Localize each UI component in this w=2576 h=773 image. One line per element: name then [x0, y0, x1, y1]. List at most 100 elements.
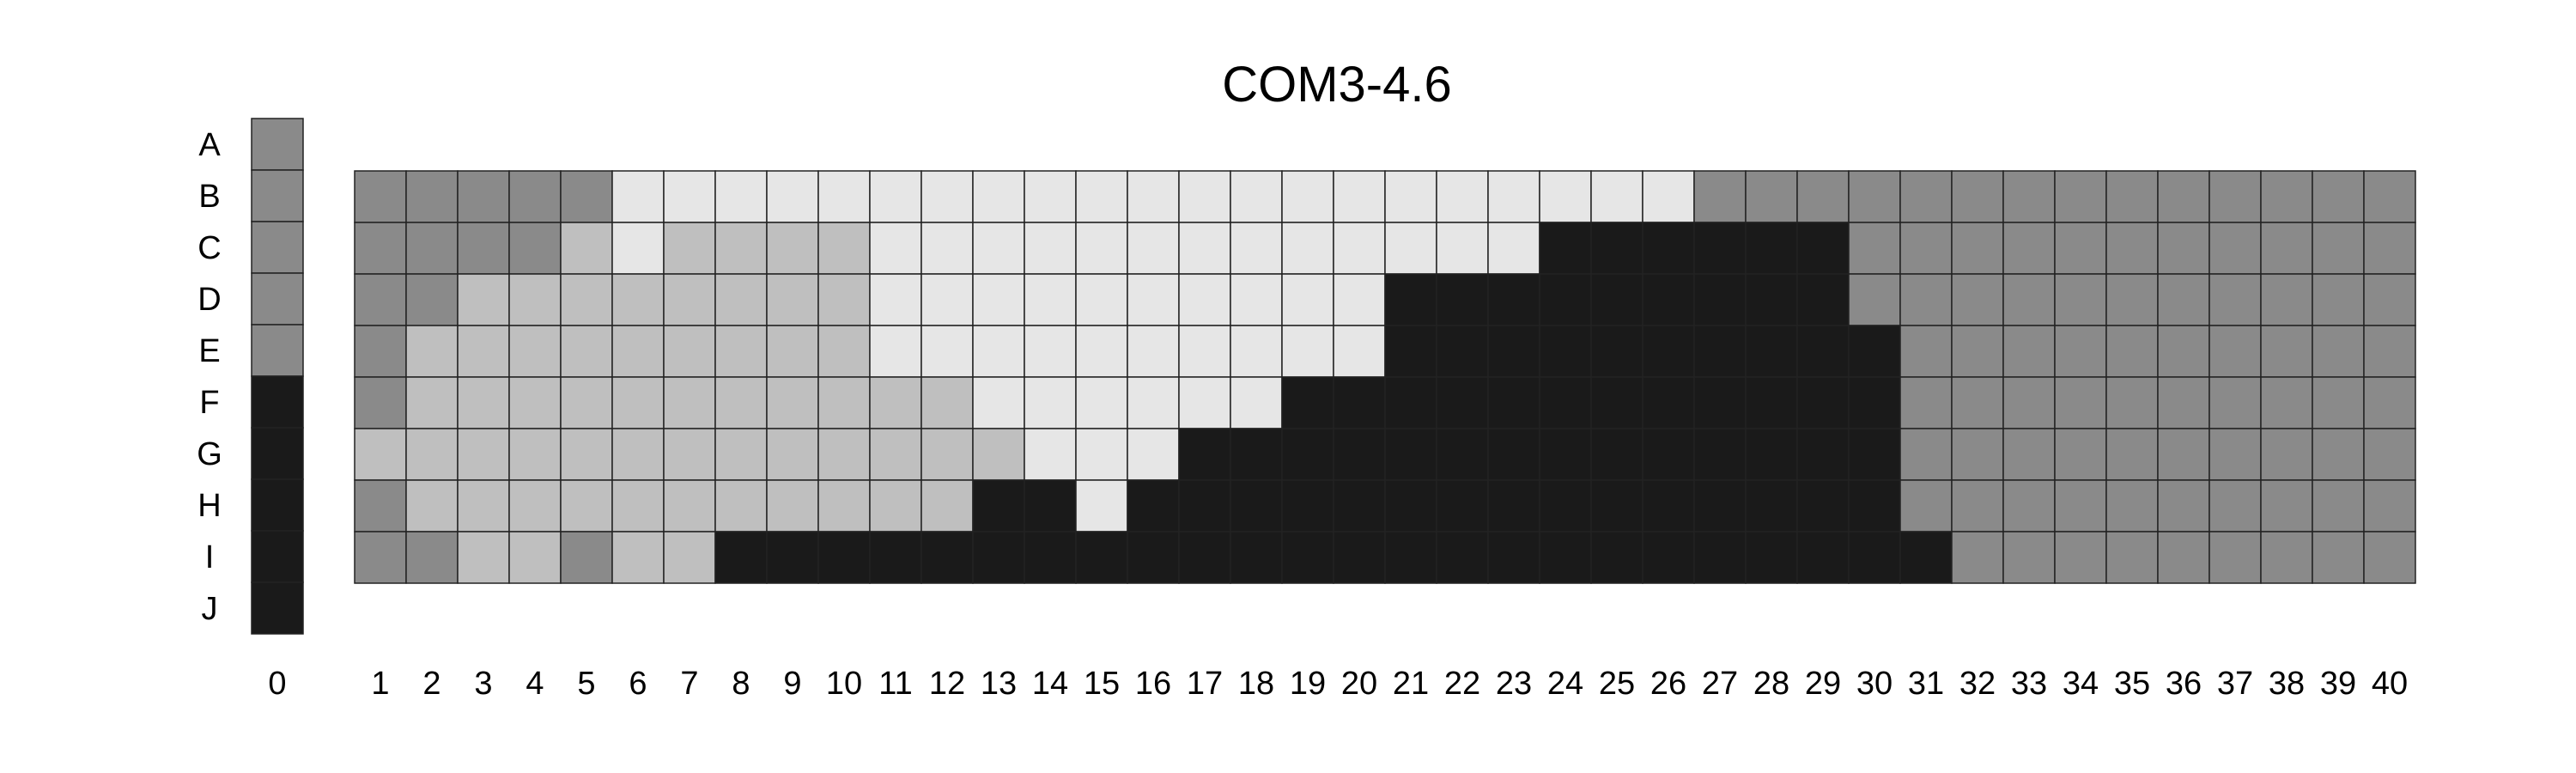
cell-d-19	[1281, 273, 1334, 326]
cell-e-4	[508, 325, 562, 378]
control-cell-h	[251, 478, 304, 532]
cell-b-35	[2105, 170, 2159, 223]
heatmap-grid	[354, 170, 2416, 584]
cell-b-1	[354, 170, 407, 223]
cell-b-14	[1024, 170, 1077, 223]
cell-h-32	[1951, 479, 2004, 533]
cell-e-36	[2157, 325, 2210, 378]
cell-e-15	[1075, 325, 1128, 378]
cell-g-31	[1899, 428, 1953, 481]
cell-d-6	[611, 273, 665, 326]
cell-g-6	[611, 428, 665, 481]
cell-h-39	[2312, 479, 2365, 533]
cell-c-14	[1024, 222, 1077, 275]
cell-d-26	[1642, 273, 1695, 326]
cell-c-28	[1745, 222, 1798, 275]
cell-d-35	[2105, 273, 2159, 326]
cell-f-20	[1333, 376, 1386, 429]
control-cell-b	[251, 169, 304, 222]
cell-e-5	[560, 325, 613, 378]
cell-b-4	[508, 170, 562, 223]
cell-h-14	[1024, 479, 1077, 533]
cell-c-16	[1127, 222, 1180, 275]
cell-d-31	[1899, 273, 1953, 326]
cell-g-35	[2105, 428, 2159, 481]
cell-c-15	[1075, 222, 1128, 275]
cell-e-14	[1024, 325, 1077, 378]
cell-f-17	[1178, 376, 1231, 429]
cell-e-25	[1590, 325, 1643, 378]
cell-h-31	[1899, 479, 1953, 533]
column-label-39: 39	[2320, 666, 2356, 702]
cell-h-22	[1436, 479, 1489, 533]
column-label-24: 24	[1547, 666, 1583, 702]
cell-e-22	[1436, 325, 1489, 378]
cell-h-35	[2105, 479, 2159, 533]
cell-c-4	[508, 222, 562, 275]
cell-h-34	[2054, 479, 2107, 533]
cell-c-30	[1848, 222, 1901, 275]
cell-c-23	[1487, 222, 1540, 275]
cell-b-28	[1745, 170, 1798, 223]
cell-i-26	[1642, 531, 1695, 584]
cell-b-22	[1436, 170, 1489, 223]
cell-g-13	[972, 428, 1025, 481]
cell-d-7	[663, 273, 716, 326]
cell-f-6	[611, 376, 665, 429]
cell-e-26	[1642, 325, 1695, 378]
cell-i-31	[1899, 531, 1953, 584]
column-labels: 0 1 2 3 4 5 6 7 8 9 10 11 12 13 14 15 16 17 18 19 20 21 22 23 24…	[268, 666, 2408, 702]
cell-g-28	[1745, 428, 1798, 481]
cell-h-1	[354, 479, 407, 533]
cell-h-6	[611, 479, 665, 533]
column-label-6: 6	[629, 666, 647, 702]
cell-h-27	[1693, 479, 1747, 533]
cell-c-33	[2002, 222, 2056, 275]
cell-d-29	[1796, 273, 1850, 326]
cell-e-13	[972, 325, 1025, 378]
cell-e-16	[1127, 325, 1180, 378]
cell-b-16	[1127, 170, 1180, 223]
cell-b-39	[2312, 170, 2365, 223]
cell-h-17	[1178, 479, 1231, 533]
cell-b-23	[1487, 170, 1540, 223]
cell-g-22	[1436, 428, 1489, 481]
cell-i-11	[869, 531, 922, 584]
cell-c-2	[405, 222, 459, 275]
cell-g-24	[1539, 428, 1592, 481]
column-label-37: 37	[2217, 666, 2253, 702]
column-label-34: 34	[2063, 666, 2099, 702]
cell-d-1	[354, 273, 407, 326]
cell-c-8	[714, 222, 768, 275]
cell-b-34	[2054, 170, 2107, 223]
column-label-17: 17	[1187, 666, 1223, 702]
cell-f-5	[560, 376, 613, 429]
cell-d-18	[1230, 273, 1283, 326]
row-label-c: C	[197, 230, 221, 266]
column-label-14: 14	[1032, 666, 1068, 702]
column-label-18: 18	[1238, 666, 1274, 702]
cell-h-13	[972, 479, 1025, 533]
cell-c-36	[2157, 222, 2210, 275]
control-cell-i	[251, 530, 304, 583]
cell-e-24	[1539, 325, 1592, 378]
row-label-e: E	[198, 333, 220, 369]
row-label-a: A	[198, 127, 221, 163]
column-label-9: 9	[783, 666, 801, 702]
cell-h-2	[405, 479, 459, 533]
cell-b-29	[1796, 170, 1850, 223]
cell-h-4	[508, 479, 562, 533]
cell-c-5	[560, 222, 613, 275]
cell-d-20	[1333, 273, 1386, 326]
cell-g-16	[1127, 428, 1180, 481]
cell-c-29	[1796, 222, 1850, 275]
cell-d-11	[869, 273, 922, 326]
cell-f-1	[354, 376, 407, 429]
cell-g-33	[2002, 428, 2056, 481]
cell-e-18	[1230, 325, 1283, 378]
control-cell-d	[251, 272, 304, 326]
column-label-8: 8	[732, 666, 750, 702]
cell-f-33	[2002, 376, 2056, 429]
control-cell-j	[251, 581, 304, 635]
cell-g-18	[1230, 428, 1283, 481]
